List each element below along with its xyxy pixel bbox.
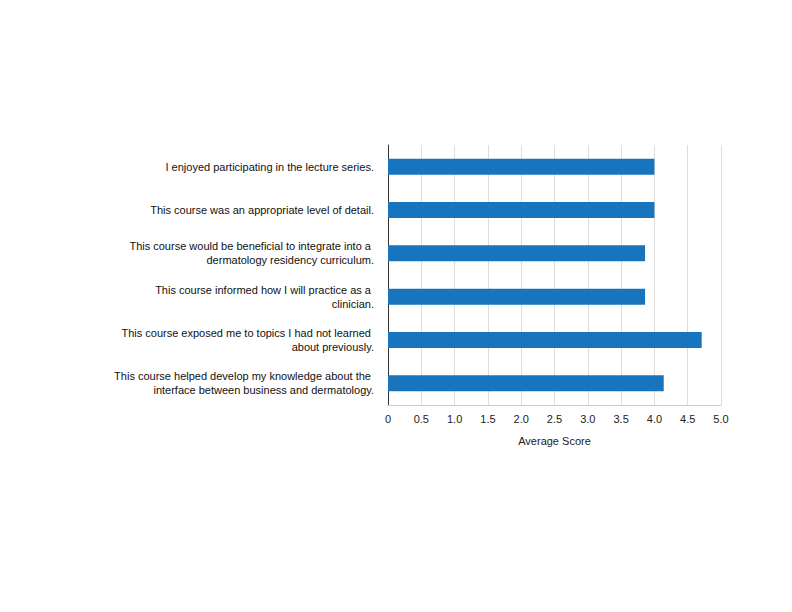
svg-text:clinician.: clinician. xyxy=(332,298,374,310)
svg-text:0.5: 0.5 xyxy=(414,413,429,425)
svg-text:Average Score: Average Score xyxy=(518,435,591,447)
svg-text:This course exposed me to topi: This course exposed me to topics I had n… xyxy=(121,327,374,339)
svg-text:1.0: 1.0 xyxy=(447,413,462,425)
svg-text:This course helped develop my: This course helped develop my knowledge … xyxy=(114,370,374,382)
svg-text:3.0: 3.0 xyxy=(580,413,595,425)
svg-text:This course informed how I wil: This course informed how I will practice… xyxy=(155,284,374,296)
svg-text:2.5: 2.5 xyxy=(547,413,562,425)
svg-text:0: 0 xyxy=(385,413,391,425)
svg-text:interface between business and: interface between business and dermatolo… xyxy=(153,384,374,396)
svg-text:This course would be beneficia: This course would be beneficial to integ… xyxy=(129,240,374,252)
svg-text:5.0: 5.0 xyxy=(713,413,728,425)
svg-text:about previously.: about previously. xyxy=(292,341,374,353)
svg-text:dermatology residency curricul: dermatology residency curriculum. xyxy=(206,254,374,266)
svg-text:4.0: 4.0 xyxy=(647,413,662,425)
svg-text:1.5: 1.5 xyxy=(480,413,495,425)
svg-text:I enjoyed participating in the: I enjoyed participating in the lecture s… xyxy=(165,161,374,173)
svg-text:2.0: 2.0 xyxy=(514,413,529,425)
svg-text:3.5: 3.5 xyxy=(613,413,628,425)
svg-text:4.5: 4.5 xyxy=(680,413,695,425)
svg-text:This course was an appropriate: This course was an appropriate level of … xyxy=(150,204,374,216)
